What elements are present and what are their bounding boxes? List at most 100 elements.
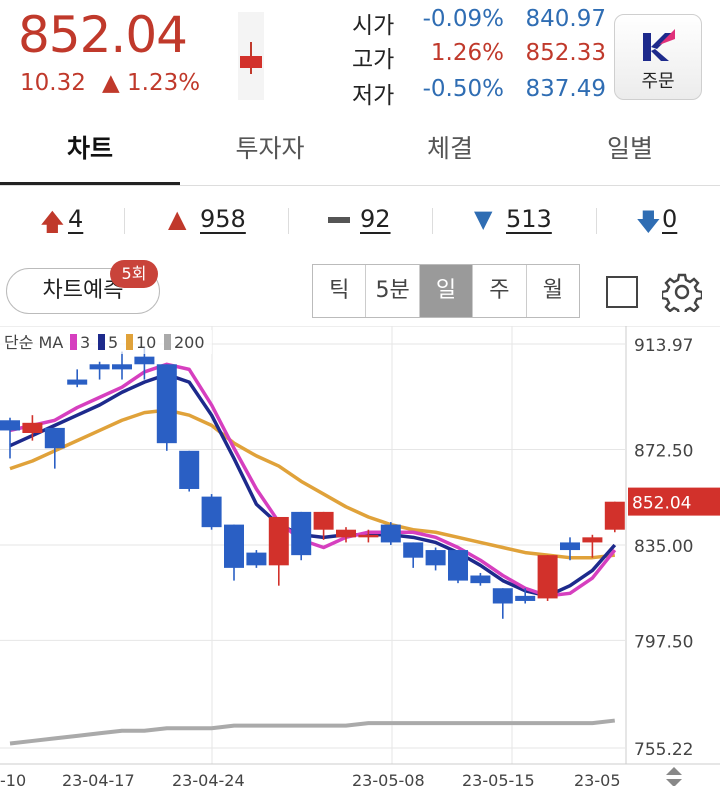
y-tick-label: 755.22	[634, 740, 693, 760]
x-tick-label: 23-04-17	[62, 771, 135, 786]
candle-down	[134, 356, 155, 365]
legend-prefix: 단순 MA	[4, 333, 63, 352]
candle-up	[313, 511, 334, 530]
x-tick-label: 23-05-08	[352, 771, 425, 786]
ma10-line	[9, 408, 615, 560]
settings-gear-icon[interactable]	[662, 272, 702, 312]
price-change-pct: ▲ 1.23%	[102, 70, 201, 96]
period-selector: 틱 5분 일 주 월	[312, 264, 580, 318]
period-day[interactable]: 일	[419, 265, 474, 317]
legend-swatch	[98, 334, 105, 350]
current-price: 852.04	[18, 6, 188, 64]
triangle-up-icon: ▲	[168, 205, 187, 233]
quote-value: 852.33	[525, 40, 606, 66]
y-tick-label: 797.50	[634, 632, 693, 652]
candle-down	[201, 496, 222, 528]
chart-legend: 단순 MA 3 5 10 200	[0, 330, 212, 354]
quote-pct: 1.26%	[430, 40, 504, 66]
y-tick-label: 835.00	[634, 537, 693, 557]
candle-down	[470, 575, 491, 584]
legend-swatch	[70, 334, 77, 350]
triangle-down-icon: ▼	[474, 205, 493, 233]
flat-icon	[328, 217, 350, 223]
quote-value: 840.97	[525, 6, 606, 32]
candle-down	[89, 364, 110, 370]
legend-label: 200	[174, 333, 205, 352]
arrow-up-bold-icon: 🡅	[40, 208, 65, 236]
tab-daily[interactable]: 일별	[606, 134, 653, 163]
candles	[0, 346, 625, 619]
tab-divider	[0, 185, 720, 186]
candle-down	[179, 450, 200, 489]
x-tick-label: 23-04-24	[172, 771, 245, 786]
order-label: 주문	[641, 71, 675, 92]
predict-count-badge: 5회	[110, 260, 158, 288]
count-flat[interactable]: 92	[328, 205, 398, 239]
count-up[interactable]: ▲ 958	[168, 205, 246, 233]
legend-bg	[0, 330, 212, 354]
quote-label: 고가	[352, 47, 395, 73]
mini-candle	[238, 12, 264, 100]
quote-value: 837.49	[525, 76, 606, 102]
last-price-tag	[628, 487, 720, 516]
candle-down	[291, 511, 312, 556]
x-tick-label: -10	[0, 771, 26, 786]
x-tick-label: 23-05-15	[462, 771, 535, 786]
candle-down	[380, 524, 401, 543]
candle-up	[358, 534, 379, 538]
y-tick-label: 872.50	[634, 442, 693, 462]
period-month[interactable]: 월	[542, 278, 563, 303]
candle-down	[515, 595, 536, 601]
candle-down	[425, 550, 446, 566]
count-down[interactable]: ▼ 513	[474, 205, 552, 233]
tab-chart[interactable]: 차트	[66, 134, 113, 163]
ma200-line	[9, 718, 616, 746]
legend-label: 10	[136, 333, 156, 352]
candle-up	[537, 555, 558, 599]
count-lower-limit[interactable]: 🡇 0	[636, 205, 696, 239]
candle-up	[336, 529, 356, 538]
period-week[interactable]: 주	[473, 265, 527, 317]
quote-pct: -0.50%	[422, 76, 504, 102]
candle-down	[44, 427, 65, 449]
quote-pct: -0.09%	[422, 6, 504, 32]
order-logo-icon	[643, 29, 675, 61]
candle-down	[448, 550, 468, 581]
legend-swatch	[164, 334, 171, 350]
moving-averages	[9, 362, 617, 746]
scroll-up-icon	[666, 767, 682, 775]
tab-underline	[0, 182, 180, 185]
candle-down	[224, 524, 244, 568]
tab-investor[interactable]: 투자자	[235, 134, 305, 163]
ma5-line	[9, 372, 617, 598]
quote-label: 저가	[352, 83, 395, 109]
period-5min[interactable]: 5분	[366, 265, 420, 317]
compare-checkbox[interactable]	[606, 276, 638, 308]
ma3-line	[9, 362, 617, 598]
quote-label: 시가	[352, 13, 395, 39]
x-tick-label: 23-05	[574, 771, 621, 786]
chart-axis: 913.97 872.50 835.00 797.50 755.22 852.04 -10 2…	[0, 336, 720, 786]
period-tick[interactable]: 틱	[313, 265, 367, 317]
candle-down	[492, 588, 513, 604]
candle-up	[582, 537, 603, 543]
scroll-down-icon	[666, 779, 682, 786]
candle-up	[604, 501, 625, 530]
tab-trades[interactable]: 체결	[426, 134, 473, 163]
candle-down	[246, 552, 267, 566]
candle-down	[112, 364, 132, 370]
candle-up	[22, 422, 43, 433]
order-button[interactable]: 주문	[614, 14, 702, 100]
price-change: 10.32	[20, 70, 86, 96]
legend-label: 3	[80, 333, 90, 352]
legend-swatch	[126, 334, 133, 350]
count-upper-limit[interactable]: 🡅 4	[40, 205, 100, 239]
price-chart[interactable]: 913.97 872.50 835.00 797.50 755.22 852.04 -10 2…	[0, 326, 720, 786]
candle-down	[0, 420, 20, 431]
y-tick-label: 913.97	[634, 336, 693, 356]
candle-up	[268, 516, 289, 566]
arrow-down-bold-icon: 🡇	[636, 208, 661, 236]
legend-label: 5	[108, 333, 118, 352]
candle-down	[67, 379, 88, 385]
candle-down	[156, 364, 177, 444]
